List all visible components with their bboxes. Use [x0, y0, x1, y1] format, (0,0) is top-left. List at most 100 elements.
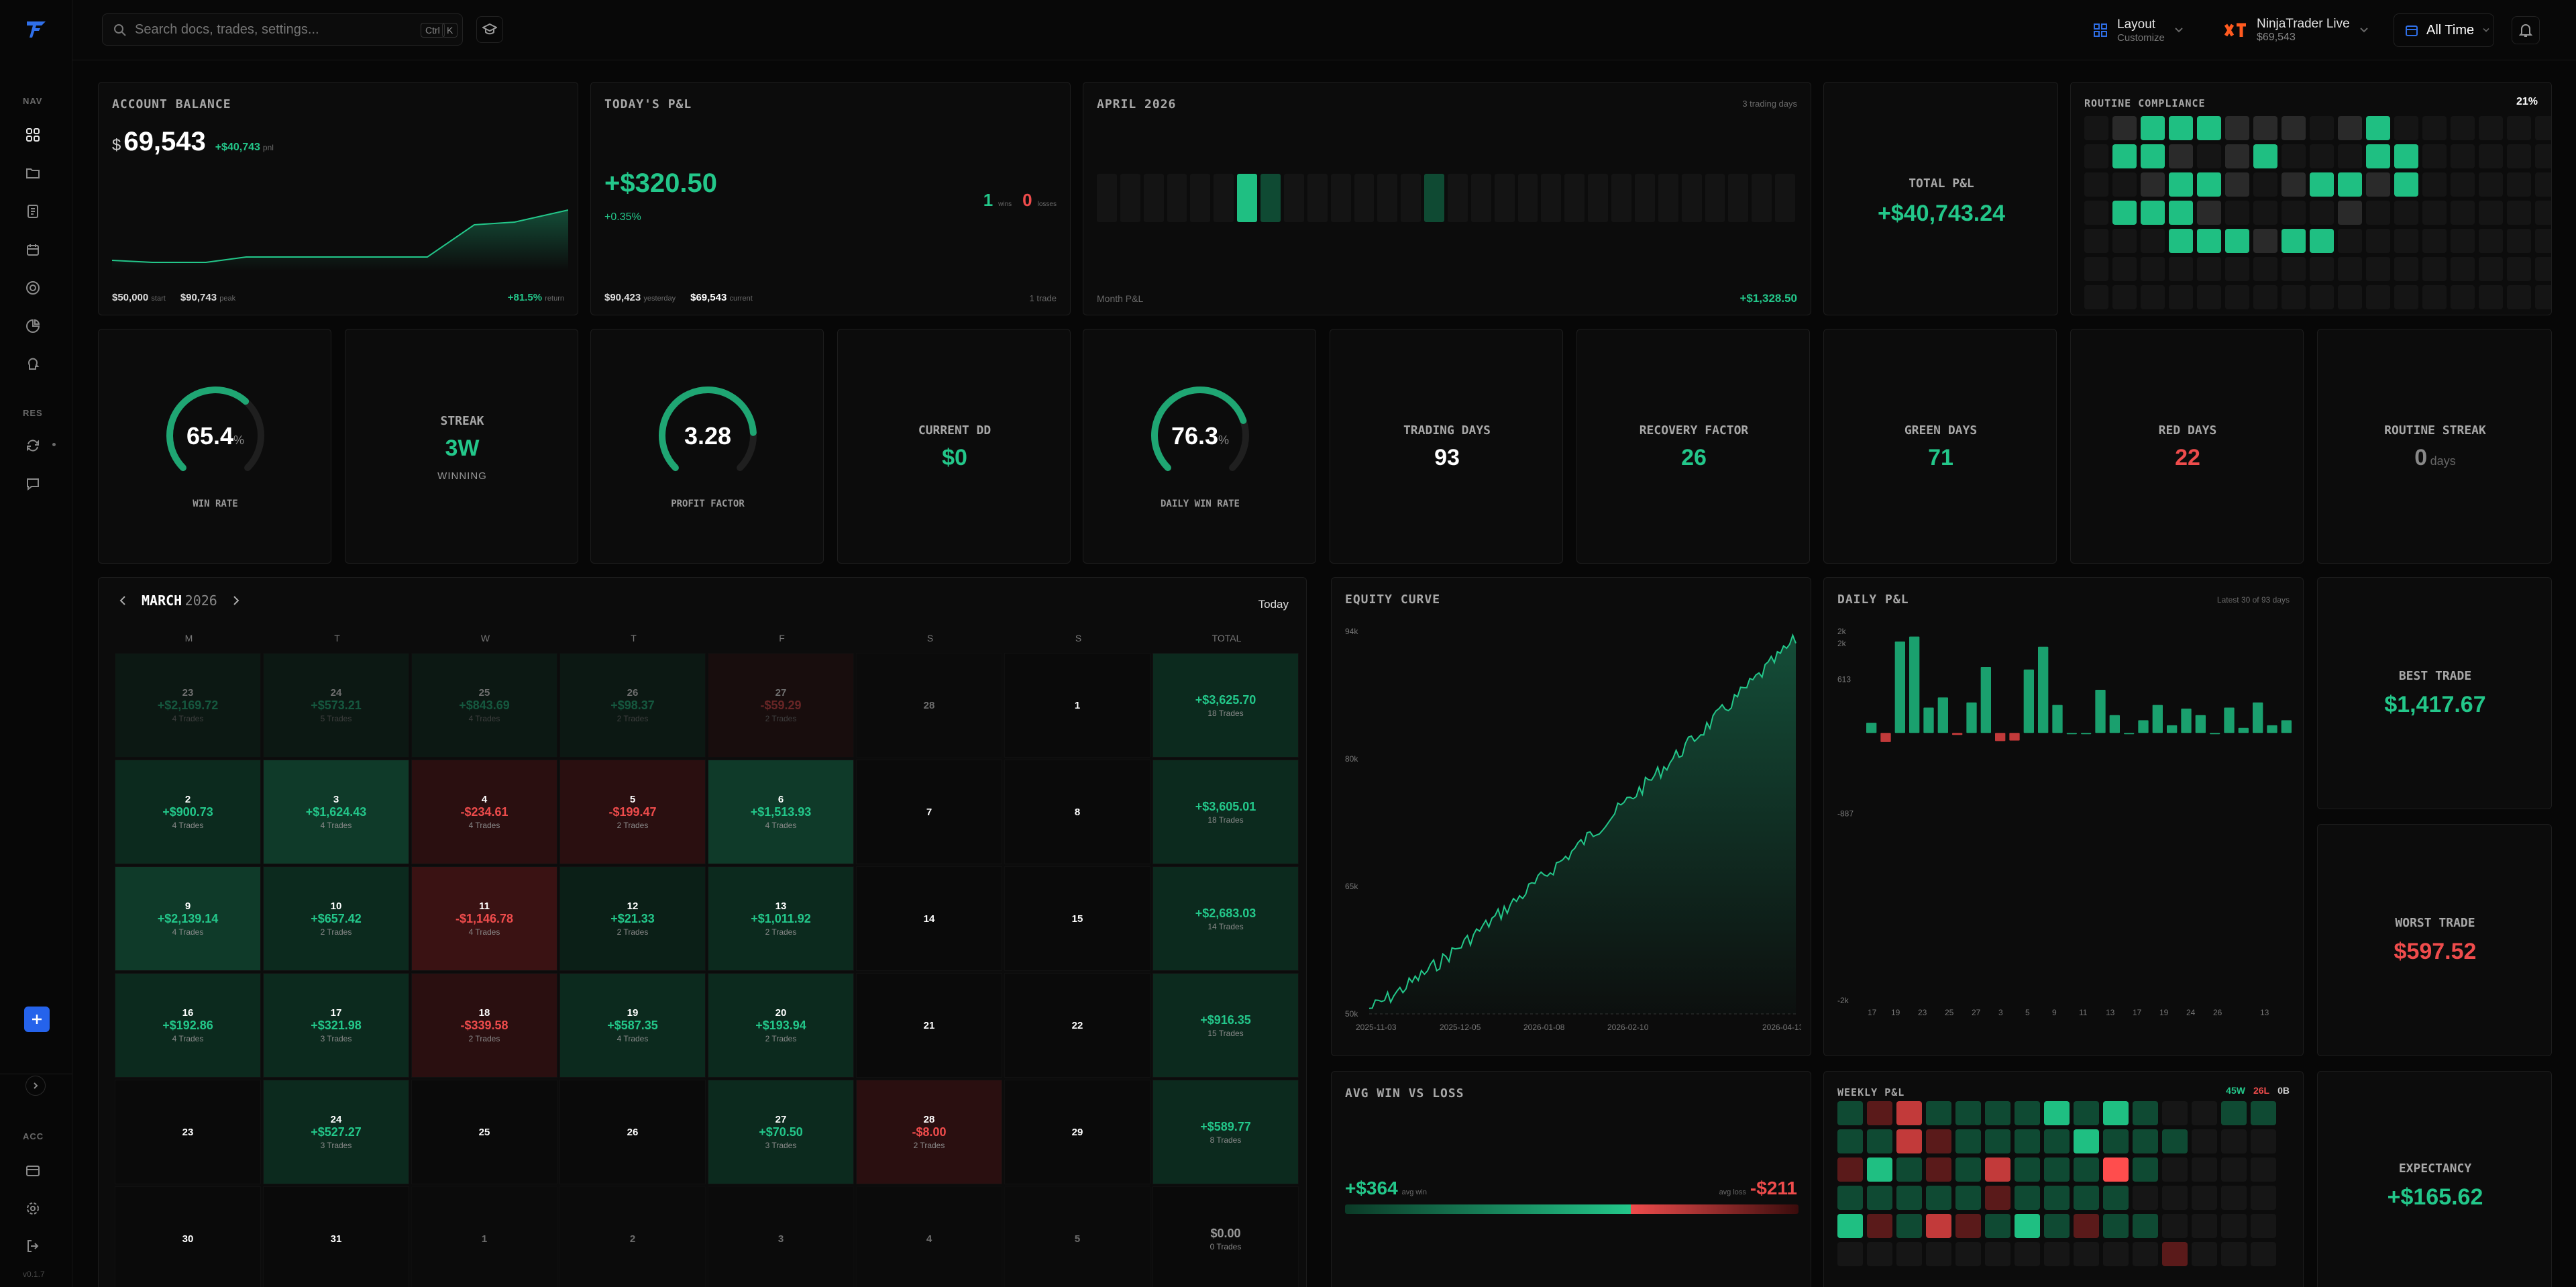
weekly-cell[interactable] [1926, 1101, 1951, 1125]
calendar-day-cell[interactable]: 23 +$2,169.72 4 Trades [115, 653, 261, 758]
weekly-cell[interactable] [2192, 1242, 2217, 1266]
month-day-cell[interactable] [1283, 174, 1304, 222]
calendar-day-cell[interactable]: 20 +$193.94 2 Trades [708, 973, 854, 1078]
month-day-cell[interactable] [1307, 174, 1328, 222]
daily-pnl-bar[interactable] [1980, 666, 1991, 733]
daily-pnl-bar[interactable] [2038, 646, 2049, 733]
daily-pnl-bar[interactable] [1866, 723, 1877, 733]
weekly-cell[interactable] [2162, 1157, 2188, 1182]
calendar-icon[interactable] [23, 240, 43, 260]
weekly-cell[interactable] [1867, 1186, 1892, 1210]
weekly-cell[interactable] [1867, 1101, 1892, 1125]
weekly-cell[interactable] [2221, 1186, 2247, 1210]
tutorial-button[interactable] [476, 16, 503, 43]
weekly-cell[interactable] [2074, 1186, 2099, 1210]
calendar-day-cell[interactable]: 8 [1004, 760, 1150, 864]
weekly-cell[interactable] [1837, 1242, 1863, 1266]
weekly-cell[interactable] [2015, 1129, 2040, 1153]
daily-pnl-bar[interactable] [2052, 705, 2063, 733]
chat-icon[interactable] [23, 474, 43, 494]
calendar-day-cell[interactable]: 3 [708, 1186, 854, 1287]
daily-pnl-bar[interactable] [2167, 725, 2178, 733]
calendar-day-cell[interactable]: 26 +$98.37 2 Trades [559, 653, 706, 758]
weekly-cell[interactable] [1867, 1157, 1892, 1182]
weekly-cell[interactable] [1837, 1214, 1863, 1238]
weekly-cell[interactable] [1985, 1157, 2010, 1182]
weekly-cell[interactable] [1955, 1157, 1981, 1182]
daily-pnl-bar[interactable] [1966, 702, 1977, 733]
calendar-day-cell[interactable]: 4 -$234.61 4 Trades [411, 760, 557, 864]
dashboard-icon[interactable] [23, 125, 43, 145]
add-button[interactable] [24, 1007, 50, 1032]
weekly-cell[interactable] [1837, 1129, 1863, 1153]
month-day-cell[interactable] [1120, 174, 1140, 222]
calendar-day-cell[interactable]: 1 [1004, 653, 1150, 758]
weekly-cell[interactable] [1985, 1101, 2010, 1125]
month-day-cell[interactable] [1470, 174, 1491, 222]
weekly-cell[interactable] [2103, 1101, 2129, 1125]
weekly-cell[interactable] [1985, 1186, 2010, 1210]
weekly-cell[interactable] [1837, 1101, 1863, 1125]
weekly-cell[interactable] [2133, 1242, 2158, 1266]
weekly-cell[interactable] [2074, 1242, 2099, 1266]
weekly-cell[interactable] [2015, 1242, 2040, 1266]
month-day-cell[interactable] [1097, 174, 1117, 222]
weekly-cell[interactable] [2192, 1101, 2217, 1125]
expand-sidebar-button[interactable] [25, 1076, 46, 1096]
month-day-cell[interactable] [1541, 174, 1562, 222]
weekly-cell[interactable] [1926, 1129, 1951, 1153]
month-day-cell[interactable] [1330, 174, 1351, 222]
daily-pnl-bar[interactable] [1952, 733, 1963, 735]
weekly-cell[interactable] [1985, 1129, 2010, 1153]
calendar-day-cell[interactable]: 7 [856, 760, 1002, 864]
calendar-week-total[interactable]: +$916.35 15 Trades [1152, 973, 1299, 1078]
weekly-cell[interactable] [2251, 1214, 2276, 1238]
daily-pnl-bar[interactable] [1880, 733, 1891, 742]
daily-pnl-bar[interactable] [2238, 727, 2249, 733]
daily-pnl-bar[interactable] [2210, 733, 2220, 735]
month-day-cell[interactable] [1143, 174, 1164, 222]
calendar-day-cell[interactable]: 15 [1004, 866, 1150, 971]
weekly-cell[interactable] [1896, 1186, 1922, 1210]
daily-pnl-bar[interactable] [2281, 720, 2292, 733]
weekly-cell[interactable] [2192, 1129, 2217, 1153]
calendar-day-cell[interactable]: 5 -$199.47 2 Trades [559, 760, 706, 864]
weekly-cell[interactable] [2133, 1214, 2158, 1238]
month-day-cell[interactable] [1517, 174, 1538, 222]
sync-icon[interactable] [23, 435, 43, 456]
logout-icon[interactable] [23, 1236, 43, 1256]
daily-pnl-bar[interactable] [2109, 715, 2120, 733]
search-box[interactable]: Ctrl + K [102, 13, 463, 46]
month-day-cell[interactable] [1214, 174, 1234, 222]
month-day-cell[interactable] [1190, 174, 1211, 222]
daily-pnl-bar[interactable] [1909, 636, 1920, 733]
month-day-cell[interactable] [1588, 174, 1609, 222]
month-day-cell[interactable] [1167, 174, 1187, 222]
weekly-cell[interactable] [1926, 1157, 1951, 1182]
weekly-cell[interactable] [2221, 1129, 2247, 1153]
target-icon[interactable] [23, 278, 43, 298]
weekly-cell[interactable] [2015, 1186, 2040, 1210]
weekly-cell[interactable] [2133, 1157, 2158, 1182]
calendar-day-cell[interactable]: 12 +$21.33 2 Trades [559, 866, 706, 971]
weekly-cell[interactable] [1926, 1186, 1951, 1210]
weekly-cell[interactable] [2133, 1186, 2158, 1210]
weekly-cell[interactable] [2162, 1214, 2188, 1238]
calendar-week-total[interactable]: +$2,683.03 14 Trades [1152, 866, 1299, 971]
notifications-button[interactable] [2512, 16, 2540, 44]
weekly-cell[interactable] [2074, 1101, 2099, 1125]
weekly-cell[interactable] [1837, 1157, 1863, 1182]
weekly-cell[interactable] [2074, 1214, 2099, 1238]
calendar-day-cell[interactable]: 21 [856, 973, 1002, 1078]
month-day-cell[interactable] [1494, 174, 1515, 222]
month-day-cell[interactable] [1354, 174, 1375, 222]
weekly-cell[interactable] [2044, 1101, 2070, 1125]
weekly-cell[interactable] [2251, 1129, 2276, 1153]
weekly-cell[interactable] [1926, 1214, 1951, 1238]
app-logo-icon[interactable] [25, 20, 47, 42]
daily-pnl-bar[interactable] [2066, 733, 2077, 735]
calendar-week-total[interactable]: +$3,625.70 18 Trades [1152, 653, 1299, 758]
weekly-cell[interactable] [2103, 1129, 2129, 1153]
daily-pnl-bar[interactable] [2023, 669, 2034, 733]
weekly-cell[interactable] [1896, 1101, 1922, 1125]
